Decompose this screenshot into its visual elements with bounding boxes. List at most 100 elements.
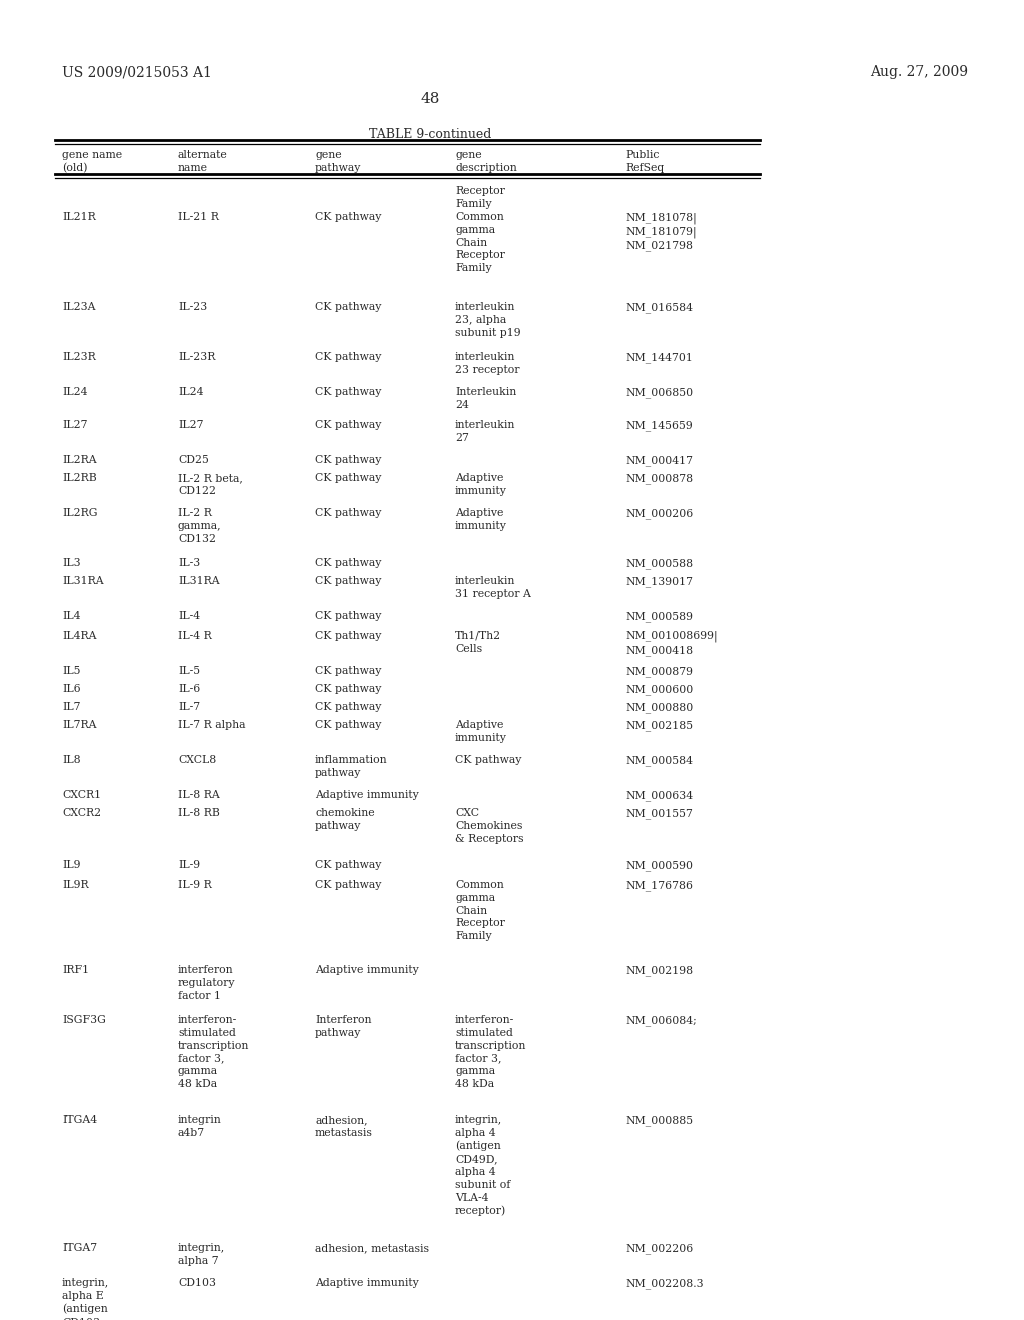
Text: IL-4: IL-4 [178, 611, 200, 620]
Text: IL27: IL27 [62, 420, 87, 430]
Text: IL2RA: IL2RA [62, 455, 96, 465]
Text: CK pathway: CK pathway [315, 508, 381, 517]
Text: NM_000590: NM_000590 [625, 861, 693, 871]
Text: CXCR1: CXCR1 [62, 789, 101, 800]
Text: Adaptive immunity: Adaptive immunity [315, 965, 419, 975]
Text: IL7: IL7 [62, 702, 81, 711]
Text: IL-7 R alpha: IL-7 R alpha [178, 719, 246, 730]
Text: CK pathway: CK pathway [315, 631, 381, 642]
Text: NM_001557: NM_001557 [625, 808, 693, 818]
Text: CK pathway: CK pathway [315, 558, 381, 568]
Text: IL4RA: IL4RA [62, 631, 96, 642]
Text: NM_000879: NM_000879 [625, 667, 693, 677]
Text: US 2009/0215053 A1: US 2009/0215053 A1 [62, 65, 212, 79]
Text: NM_181078|
NM_181079|
NM_021798: NM_181078| NM_181079| NM_021798 [625, 213, 696, 251]
Text: 48: 48 [420, 92, 439, 106]
Text: CK pathway: CK pathway [315, 861, 381, 870]
Text: IL2RB: IL2RB [62, 473, 96, 483]
Text: NM_000634: NM_000634 [625, 789, 693, 801]
Text: NM_002208.3: NM_002208.3 [625, 1278, 703, 1288]
Text: NM_002206: NM_002206 [625, 1243, 693, 1254]
Text: interferon
regulatory
factor 1: interferon regulatory factor 1 [178, 965, 236, 1001]
Text: gene
description: gene description [455, 150, 517, 173]
Text: IL24: IL24 [178, 387, 204, 397]
Text: NM_000589: NM_000589 [625, 611, 693, 622]
Text: IL21R: IL21R [62, 213, 96, 222]
Text: Common
gamma
Chain
Receptor
Family: Common gamma Chain Receptor Family [455, 213, 505, 273]
Text: IL-8 RB: IL-8 RB [178, 808, 220, 818]
Text: IL-9 R: IL-9 R [178, 880, 212, 890]
Text: interferon-
stimulated
transcription
factor 3,
gamma
48 kDa: interferon- stimulated transcription fac… [455, 1015, 526, 1089]
Text: IL8: IL8 [62, 755, 81, 766]
Text: NM_000885: NM_000885 [625, 1115, 693, 1126]
Text: NM_000417: NM_000417 [625, 455, 693, 466]
Text: CK pathway: CK pathway [315, 611, 381, 620]
Text: Th1/Th2
Cells: Th1/Th2 Cells [455, 631, 501, 653]
Text: Adaptive
immunity: Adaptive immunity [455, 508, 507, 531]
Text: IL9R: IL9R [62, 880, 89, 890]
Text: CD25: CD25 [178, 455, 209, 465]
Text: IL-2 R
gamma,
CD132: IL-2 R gamma, CD132 [178, 508, 221, 544]
Text: alternate
name: alternate name [178, 150, 227, 173]
Text: CK pathway: CK pathway [315, 880, 381, 890]
Text: Adaptive immunity: Adaptive immunity [315, 1278, 419, 1288]
Text: CK pathway: CK pathway [315, 352, 381, 362]
Text: CK pathway: CK pathway [315, 455, 381, 465]
Text: CK pathway: CK pathway [315, 719, 381, 730]
Text: integrin,
alpha E
(antigen
CD103,
human
mucosal
lymphocyte
antigen 1;
alpha: integrin, alpha E (antigen CD103, human … [62, 1278, 125, 1320]
Text: ITGA7: ITGA7 [62, 1243, 97, 1253]
Text: ISGF3G: ISGF3G [62, 1015, 105, 1026]
Text: CK pathway: CK pathway [455, 755, 521, 766]
Text: CXCR2: CXCR2 [62, 808, 101, 818]
Text: Adaptive immunity: Adaptive immunity [315, 789, 419, 800]
Text: CK pathway: CK pathway [315, 702, 381, 711]
Text: CD103: CD103 [178, 1278, 216, 1288]
Text: IL-9: IL-9 [178, 861, 200, 870]
Text: CK pathway: CK pathway [315, 213, 381, 222]
Text: CK pathway: CK pathway [315, 576, 381, 586]
Text: gene
pathway: gene pathway [315, 150, 361, 173]
Text: NM_139017: NM_139017 [625, 576, 693, 586]
Text: adhesion, metastasis: adhesion, metastasis [315, 1243, 429, 1253]
Text: IL23A: IL23A [62, 302, 95, 312]
Text: IL24: IL24 [62, 387, 87, 397]
Text: CXC
Chemokines
& Receptors: CXC Chemokines & Receptors [455, 808, 523, 843]
Text: IL7RA: IL7RA [62, 719, 96, 730]
Text: IL3: IL3 [62, 558, 81, 568]
Text: Public
RefSeq: Public RefSeq [625, 150, 665, 173]
Text: NM_000600: NM_000600 [625, 684, 693, 694]
Text: IL9: IL9 [62, 861, 81, 870]
Text: NM_006850: NM_006850 [625, 387, 693, 397]
Text: interleukin
27: interleukin 27 [455, 420, 515, 442]
Text: IL31RA: IL31RA [178, 576, 219, 586]
Text: IL4: IL4 [62, 611, 81, 620]
Text: IL-8 RA: IL-8 RA [178, 789, 220, 800]
Text: NM_006084;: NM_006084; [625, 1015, 696, 1026]
Text: IL31RA: IL31RA [62, 576, 103, 586]
Text: integrin,
alpha 7: integrin, alpha 7 [178, 1243, 225, 1266]
Text: TABLE 9-continued: TABLE 9-continued [369, 128, 492, 141]
Text: Interferon
pathway: Interferon pathway [315, 1015, 372, 1038]
Text: Common
gamma
Chain
Receptor
Family: Common gamma Chain Receptor Family [455, 880, 505, 941]
Text: IL-4 R: IL-4 R [178, 631, 212, 642]
Text: interleukin
23 receptor: interleukin 23 receptor [455, 352, 519, 375]
Text: IL23R: IL23R [62, 352, 96, 362]
Text: Interleukin
24: Interleukin 24 [455, 387, 516, 409]
Text: IL-23R: IL-23R [178, 352, 215, 362]
Text: CK pathway: CK pathway [315, 387, 381, 397]
Text: integrin
a4b7: integrin a4b7 [178, 1115, 222, 1138]
Text: IL-2 R beta,
CD122: IL-2 R beta, CD122 [178, 473, 243, 496]
Text: IL-5: IL-5 [178, 667, 200, 676]
Text: gene name
(old): gene name (old) [62, 150, 122, 173]
Text: Adaptive
immunity: Adaptive immunity [455, 719, 507, 743]
Text: NM_176786: NM_176786 [625, 880, 693, 891]
Text: inflammation
pathway: inflammation pathway [315, 755, 388, 777]
Text: NM_000878: NM_000878 [625, 473, 693, 483]
Text: CK pathway: CK pathway [315, 302, 381, 312]
Text: interferon-
stimulated
transcription
factor 3,
gamma
48 kDa: interferon- stimulated transcription fac… [178, 1015, 250, 1089]
Text: NM_001008699|
NM_000418: NM_001008699| NM_000418 [625, 631, 718, 656]
Text: NM_016584: NM_016584 [625, 302, 693, 313]
Text: ITGA4: ITGA4 [62, 1115, 97, 1125]
Text: NM_145659: NM_145659 [625, 420, 693, 430]
Text: interleukin
31 receptor A: interleukin 31 receptor A [455, 576, 530, 599]
